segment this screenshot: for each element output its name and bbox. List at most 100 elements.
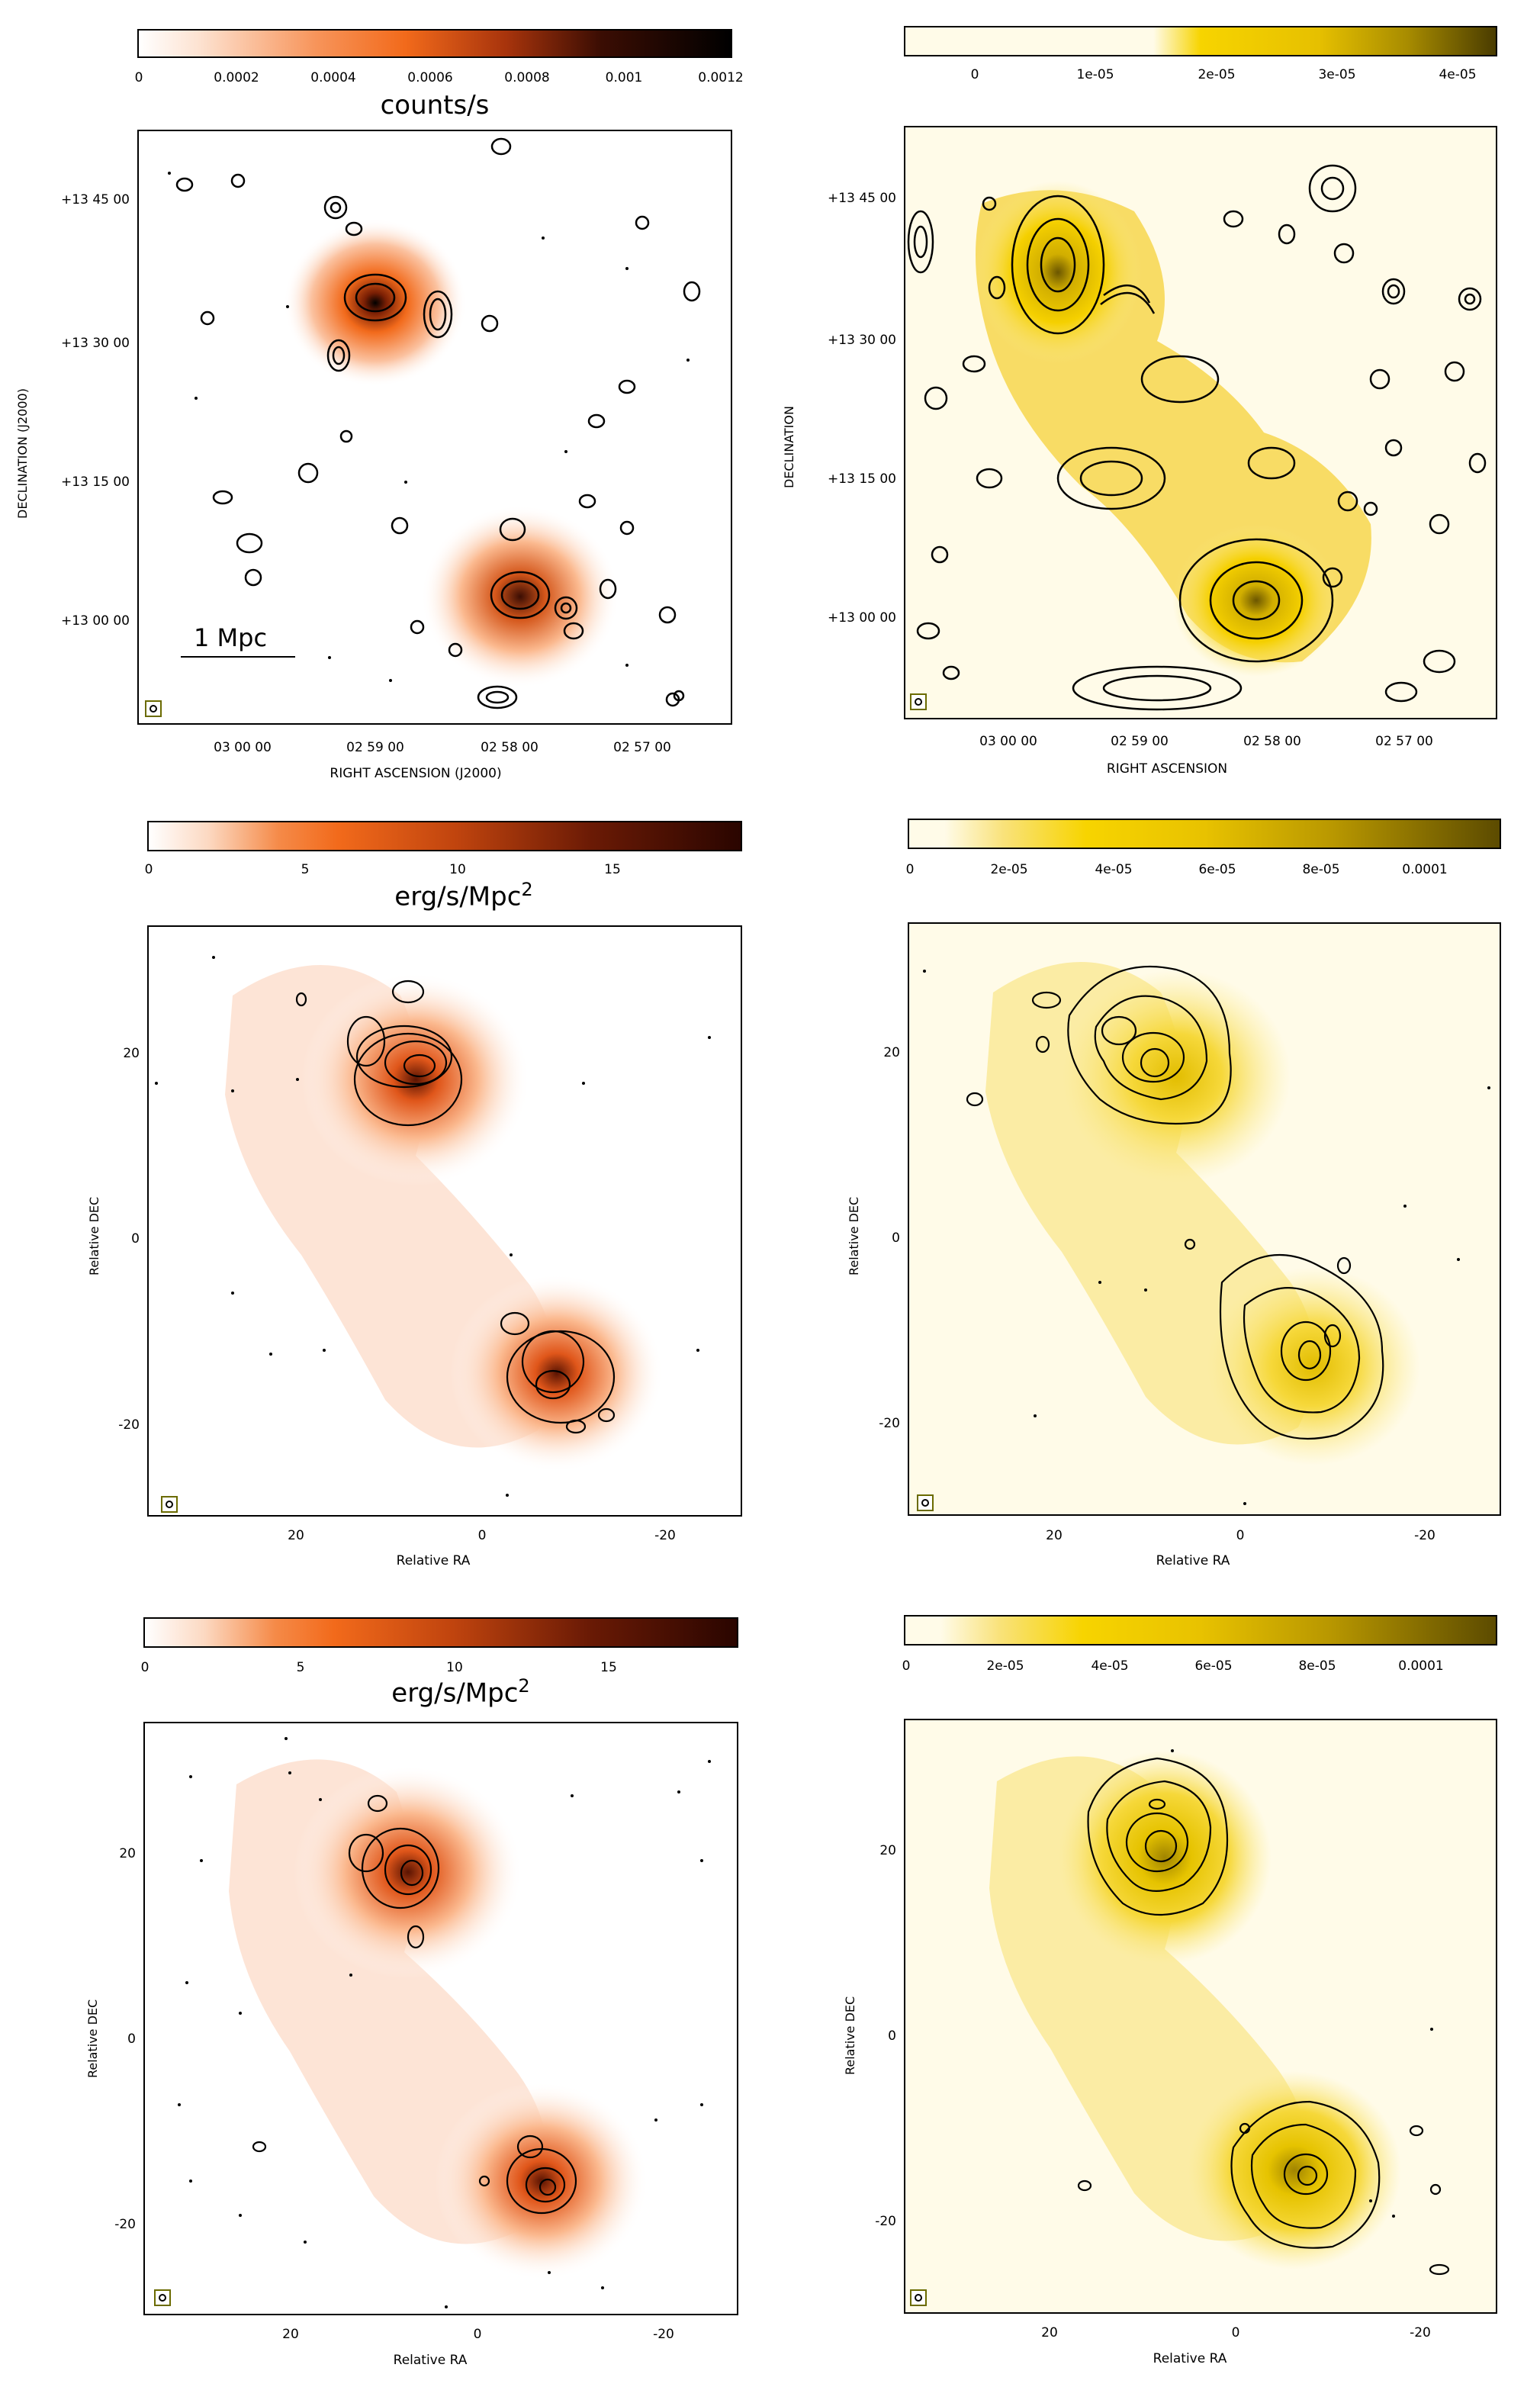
x-tick: -20 [1414,1528,1436,1543]
simulated-xray-map [143,1722,738,2315]
y-tick: 0 [131,1231,140,1247]
colorbar-tick: 0 [902,1658,911,1674]
x-tick: 20 [1046,1528,1063,1543]
colorbar-title: counts/s [380,90,490,121]
sky-map-radio [904,126,1497,719]
colorbar-tick: 15 [604,862,621,877]
colorbar-tick: 4e-05 [1091,1658,1129,1674]
x-tick: 0 [473,2327,482,2342]
y-tick: 0 [127,2032,136,2047]
y-tick: +13 15 00 [828,471,896,487]
x-axis-label: Relative RA [393,2353,468,2368]
colorbar-tick: 10 [449,862,466,877]
x-tick: 02 57 00 [1375,734,1433,749]
x-tick: 0 [477,1528,487,1543]
sky-map-image [907,164,1487,711]
colorbar-tick: 0.0001 [1398,1658,1444,1674]
colorbar-tick: 0 [970,67,979,82]
y-tick: +13 30 00 [828,333,896,348]
colorbar-tick: 2e-05 [1198,67,1236,82]
sky-map-image [168,137,701,709]
colorbar-title-text: erg/s/Mpc [391,1678,519,1709]
y-tick: 20 [879,1843,896,1858]
colorbar-tick: 0.0004 [310,70,356,85]
colorbar-tick: 0 [140,1660,149,1675]
x-tick: -20 [653,2327,674,2342]
x-tick: 02 58 00 [481,740,539,755]
colorbar-tick: 0 [144,862,153,877]
simulated-map-image [178,1737,711,2308]
colorbar-title: erg/s/Mpc2 [391,1675,529,1708]
colorbar-tick: 5 [296,1660,305,1675]
y-axis-label: Relative DEC [87,1196,101,1276]
x-tick: 03 00 00 [214,740,272,755]
y-tick: 20 [119,1846,136,1861]
colorbar-tick: 0.0002 [214,70,259,85]
sky-map-xray-radio: 1 Mpc [137,130,732,725]
y-axis-label: Relative DEC [843,1996,857,2075]
colorbar-title-sup: 2 [521,879,533,900]
colorbar-tick: 0.0001 [1402,862,1448,877]
x-tick: 02 58 00 [1243,734,1301,749]
x-tick: 20 [282,2327,299,2342]
x-tick: 02 57 00 [613,740,671,755]
x-tick: 20 [288,1528,304,1543]
colorbar-tick: 1e-05 [1076,67,1114,82]
simulated-radio-map [908,922,1501,1516]
x-tick: -20 [654,1528,676,1543]
y-axis-label: DECLINATION [782,406,796,488]
y-axis-label: Relative DEC [847,1196,861,1276]
x-tick: 03 00 00 [979,734,1037,749]
beam-icon [917,1494,934,1511]
simulated-map-image [923,962,1490,1505]
y-tick: -20 [118,1417,140,1433]
x-tick: 20 [1041,2325,1058,2340]
simulated-radio-map [904,1719,1497,2314]
beam-icon [910,2289,927,2306]
colorbar-tick: 0 [134,70,143,85]
colorbar-tick: 0.001 [605,70,643,85]
colorbar-tick: 4e-05 [1439,67,1477,82]
y-tick: +13 45 00 [828,191,896,206]
y-axis-label: DECLINATION (J2000) [15,388,30,519]
y-tick: 20 [123,1046,140,1061]
y-tick: +13 45 00 [61,192,130,207]
y-tick: +13 15 00 [61,475,130,490]
colorbar-tick: 5 [301,862,310,877]
x-axis-label: Relative RA [396,1553,471,1568]
colorbar-tick: 0.0008 [504,70,550,85]
beam-icon [161,1496,178,1513]
y-tick: +13 00 00 [828,610,896,626]
colorbar-tick: 2e-05 [990,862,1028,877]
colorbar-orange [137,29,732,58]
beam-icon [145,700,162,717]
beam-icon [154,2289,171,2306]
colorbar-yellow [904,1615,1497,1645]
simulated-map-image [989,1749,1450,2276]
colorbar-orange [143,1617,738,1648]
y-axis-label: Relative DEC [85,1999,100,2078]
scale-bar [181,656,295,658]
colorbar-tick: 10 [446,1660,463,1675]
simulated-map-image [155,956,711,1497]
x-axis-label: RIGHT ASCENSION [1106,761,1228,777]
colorbar-yellow [908,819,1501,849]
colorbar-yellow [904,26,1497,56]
y-tick: +13 00 00 [61,613,130,629]
y-tick: 0 [892,1230,900,1246]
colorbar-tick: 0.0012 [698,70,744,85]
x-tick: 0 [1231,2325,1240,2340]
colorbar-title: erg/s/Mpc2 [394,879,532,912]
y-tick: 20 [883,1045,900,1060]
colorbar-tick: 8e-05 [1302,862,1340,877]
y-tick: -20 [114,2217,136,2232]
colorbar-tick: 6e-05 [1198,862,1236,877]
x-axis-label: Relative RA [1153,2351,1227,2366]
colorbar-orange [147,821,742,851]
x-tick: -20 [1410,2325,1431,2340]
beam-icon [910,693,927,710]
colorbar-tick: 2e-05 [986,1658,1024,1674]
x-tick: 0 [1236,1528,1245,1543]
colorbar-tick: 0.0006 [407,70,453,85]
colorbar-tick: 8e-05 [1298,1658,1336,1674]
